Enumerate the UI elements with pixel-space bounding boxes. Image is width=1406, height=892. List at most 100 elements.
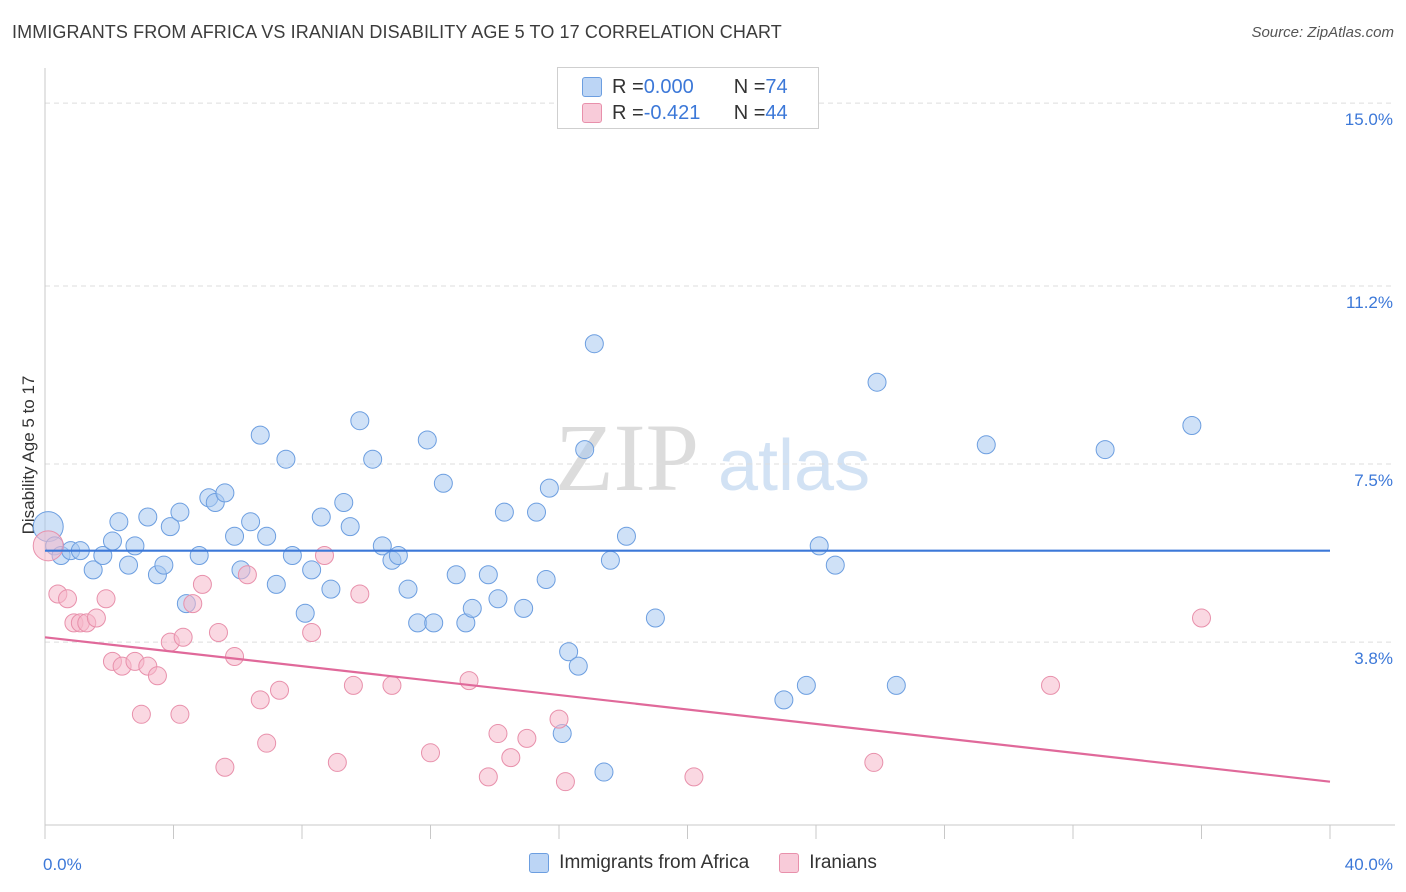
watermark: ZIP atlas [555, 404, 870, 511]
stats-n-label: N = [733, 75, 766, 98]
data-point [311, 507, 331, 527]
data-point [250, 690, 270, 710]
stats-r-value: -0.421 [643, 101, 701, 124]
data-point [886, 675, 906, 695]
stats-n-value: 44 [765, 101, 788, 124]
stats-row-africa: R = 0.000 N = 74 [582, 75, 788, 99]
data-point [488, 724, 508, 744]
stats-legend: R = 0.000 N = 74 R = -0.421 N = 44 [557, 67, 819, 129]
data-point [183, 594, 203, 614]
trend-layer [44, 549, 1331, 783]
data-point [86, 608, 106, 628]
data-point [809, 536, 829, 556]
y-axis-label: Disability Age 5 to 17 [19, 376, 38, 535]
data-point [276, 449, 296, 469]
data-point [388, 545, 408, 565]
stats-n-value: 74 [765, 75, 788, 98]
axes [44, 68, 1395, 839]
data-point [257, 526, 277, 546]
data-point [321, 579, 341, 599]
data-point [559, 642, 579, 662]
data-point [170, 502, 190, 522]
data-point [270, 680, 290, 700]
data-point [488, 589, 508, 609]
data-point [350, 411, 370, 431]
data-point [584, 334, 604, 354]
data-point [774, 690, 794, 710]
series-iranians [32, 530, 1211, 792]
data-point [575, 440, 595, 460]
data-point [250, 425, 270, 445]
data-point [446, 565, 466, 585]
data-point [478, 767, 498, 787]
data-point [382, 675, 402, 695]
data-point [494, 502, 514, 522]
x-tick-label: 0.0% [43, 855, 82, 874]
data-point [867, 372, 887, 392]
y-tick-label: 3.8% [1354, 649, 1393, 668]
data-point [536, 570, 556, 590]
data-point [96, 589, 116, 609]
data-point [131, 704, 151, 724]
africa-swatch [582, 77, 602, 97]
data-point [257, 733, 277, 753]
stats-n-label: N = [733, 101, 766, 124]
data-point [350, 584, 370, 604]
data-point [408, 613, 428, 633]
data-point [327, 752, 347, 772]
data-point [421, 743, 440, 763]
data-point [334, 493, 354, 513]
data-point [282, 545, 302, 565]
legend-item-iranians[interactable]: Iranians [779, 852, 877, 874]
data-point [241, 512, 261, 532]
stats-r-label: R = [612, 75, 644, 98]
data-point [266, 574, 286, 594]
data-point [549, 709, 569, 729]
data-point [125, 536, 145, 556]
data-point [417, 430, 437, 450]
data-point [600, 550, 620, 570]
data-point [1095, 440, 1115, 460]
data-point [343, 675, 363, 695]
trend-line-iranians [44, 636, 1331, 783]
grid-lines [45, 102, 1395, 643]
data-point [119, 555, 139, 575]
tick-labels: 3.8% 7.5% 11.2% 15.0% 0.0% 40.0% [43, 110, 1393, 874]
y-tick-label: 15.0% [1345, 110, 1393, 129]
legend-item-africa[interactable]: Immigrants from Africa [529, 852, 749, 874]
data-point [539, 478, 559, 498]
data-point [192, 574, 212, 594]
data-point [363, 449, 383, 469]
data-point [340, 517, 360, 537]
x-tick-label: 40.0% [1345, 855, 1393, 874]
data-point [138, 507, 158, 527]
data-point [864, 752, 884, 772]
data-point [478, 565, 498, 585]
data-point [57, 589, 77, 609]
data-point [314, 545, 334, 565]
iranians-swatch [582, 103, 602, 123]
source-label: Source: ZipAtlas.com [1251, 24, 1394, 41]
data-point [825, 555, 845, 575]
legend-label-iranians: Iranians [809, 852, 877, 873]
data-point [594, 762, 614, 782]
data-point [215, 483, 235, 503]
data-point [517, 728, 537, 748]
data-point [796, 675, 816, 695]
legend-label-africa: Immigrants from Africa [559, 852, 750, 873]
legend-swatch-iranians [779, 853, 800, 873]
data-point [398, 579, 418, 599]
data-point [83, 560, 103, 580]
data-point [173, 627, 193, 647]
series-legend: Immigrants from Africa Iranians [0, 852, 1406, 874]
data-point [225, 526, 245, 546]
data-point [1182, 416, 1202, 436]
data-point [1041, 675, 1061, 695]
data-point [514, 598, 534, 618]
data-point [109, 512, 129, 532]
data-point [527, 502, 547, 522]
data-point [32, 530, 64, 562]
y-tick-label: 7.5% [1354, 471, 1393, 490]
data-point [302, 560, 322, 580]
